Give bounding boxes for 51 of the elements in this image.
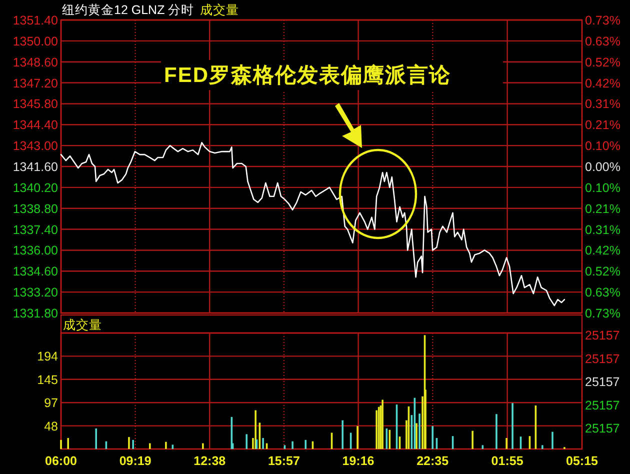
- x-tick-label: 06:00: [45, 454, 78, 468]
- y-tick-label: 1350.00: [12, 34, 58, 48]
- y2-tick-label: 0.52%: [585, 264, 620, 279]
- x-tick-label: 12:38: [194, 454, 226, 468]
- chart-title: 成交量: [63, 317, 102, 332]
- text: 25157: [585, 375, 620, 389]
- y2-tick-label: 0.63%: [585, 34, 620, 48]
- y-tick-label: 1331.80: [12, 306, 58, 320]
- y2-tick-label: 0.21%: [585, 118, 620, 132]
- y2-tick-label: 0.00%: [585, 160, 620, 174]
- y2-tick-label: 0.63%: [585, 286, 620, 300]
- y2-tick-label: 0.52%: [585, 55, 620, 70]
- y2-tick-label: 0.73%: [585, 14, 620, 28]
- y-tick-label: 48: [44, 419, 58, 434]
- y2-tick-label: 0.10%: [585, 180, 620, 195]
- y2-tick-label: 0.73%: [585, 306, 620, 320]
- text: 25157: [585, 422, 620, 436]
- y-tick-label: 1351.40: [12, 14, 58, 28]
- x-tick-label: 05:15: [566, 454, 598, 468]
- text: 25157: [585, 328, 620, 342]
- y-tick-label: 145: [37, 372, 58, 387]
- y2-tick-label: 0.31%: [585, 222, 620, 237]
- y-tick-label: 1343.00: [12, 139, 58, 154]
- y2-tick-label: 0.10%: [585, 139, 620, 154]
- y-tick-label: 97: [44, 396, 58, 410]
- x-tick-label: 19:16: [342, 454, 374, 468]
- x-tick-label: 09:19: [119, 454, 152, 468]
- y-tick-label: 1338.80: [12, 202, 58, 216]
- y2-tick-label: 0.31%: [585, 97, 620, 112]
- y-tick-label: 1345.80: [12, 97, 58, 112]
- y-tick-label: 1344.40: [12, 118, 58, 132]
- y-tick-label: 1336.00: [12, 244, 58, 258]
- y2-tick-label: 0.42%: [585, 76, 620, 90]
- y-tick-label: 1347.20: [12, 76, 58, 90]
- x-tick-label: 15:57: [268, 454, 300, 468]
- chart-title: 纽约黄金12 GLNZ 分时: [62, 3, 194, 17]
- y-tick-label: 1337.40: [12, 222, 58, 237]
- y2-tick-label: 0.42%: [585, 244, 620, 258]
- y-tick-label: 1340.20: [12, 180, 58, 195]
- y-tick-label: 1334.60: [12, 264, 58, 279]
- text: 25157: [585, 398, 620, 412]
- chart-subtitle: 成交量: [200, 2, 240, 17]
- y-tick-label: 194: [37, 350, 58, 364]
- y2-tick-label: 0.21%: [585, 202, 620, 216]
- x-tick-label: 01:55: [491, 454, 524, 468]
- y-tick-label: 1333.20: [12, 286, 58, 300]
- x-tick-label: 22:35: [416, 454, 449, 468]
- y-tick-label: 1348.60: [12, 55, 58, 70]
- y-tick-label: 1341.60: [12, 160, 58, 174]
- annotation: FED罗森格伦发表偏鹰派言论: [164, 63, 451, 87]
- text: 25157: [585, 352, 620, 366]
